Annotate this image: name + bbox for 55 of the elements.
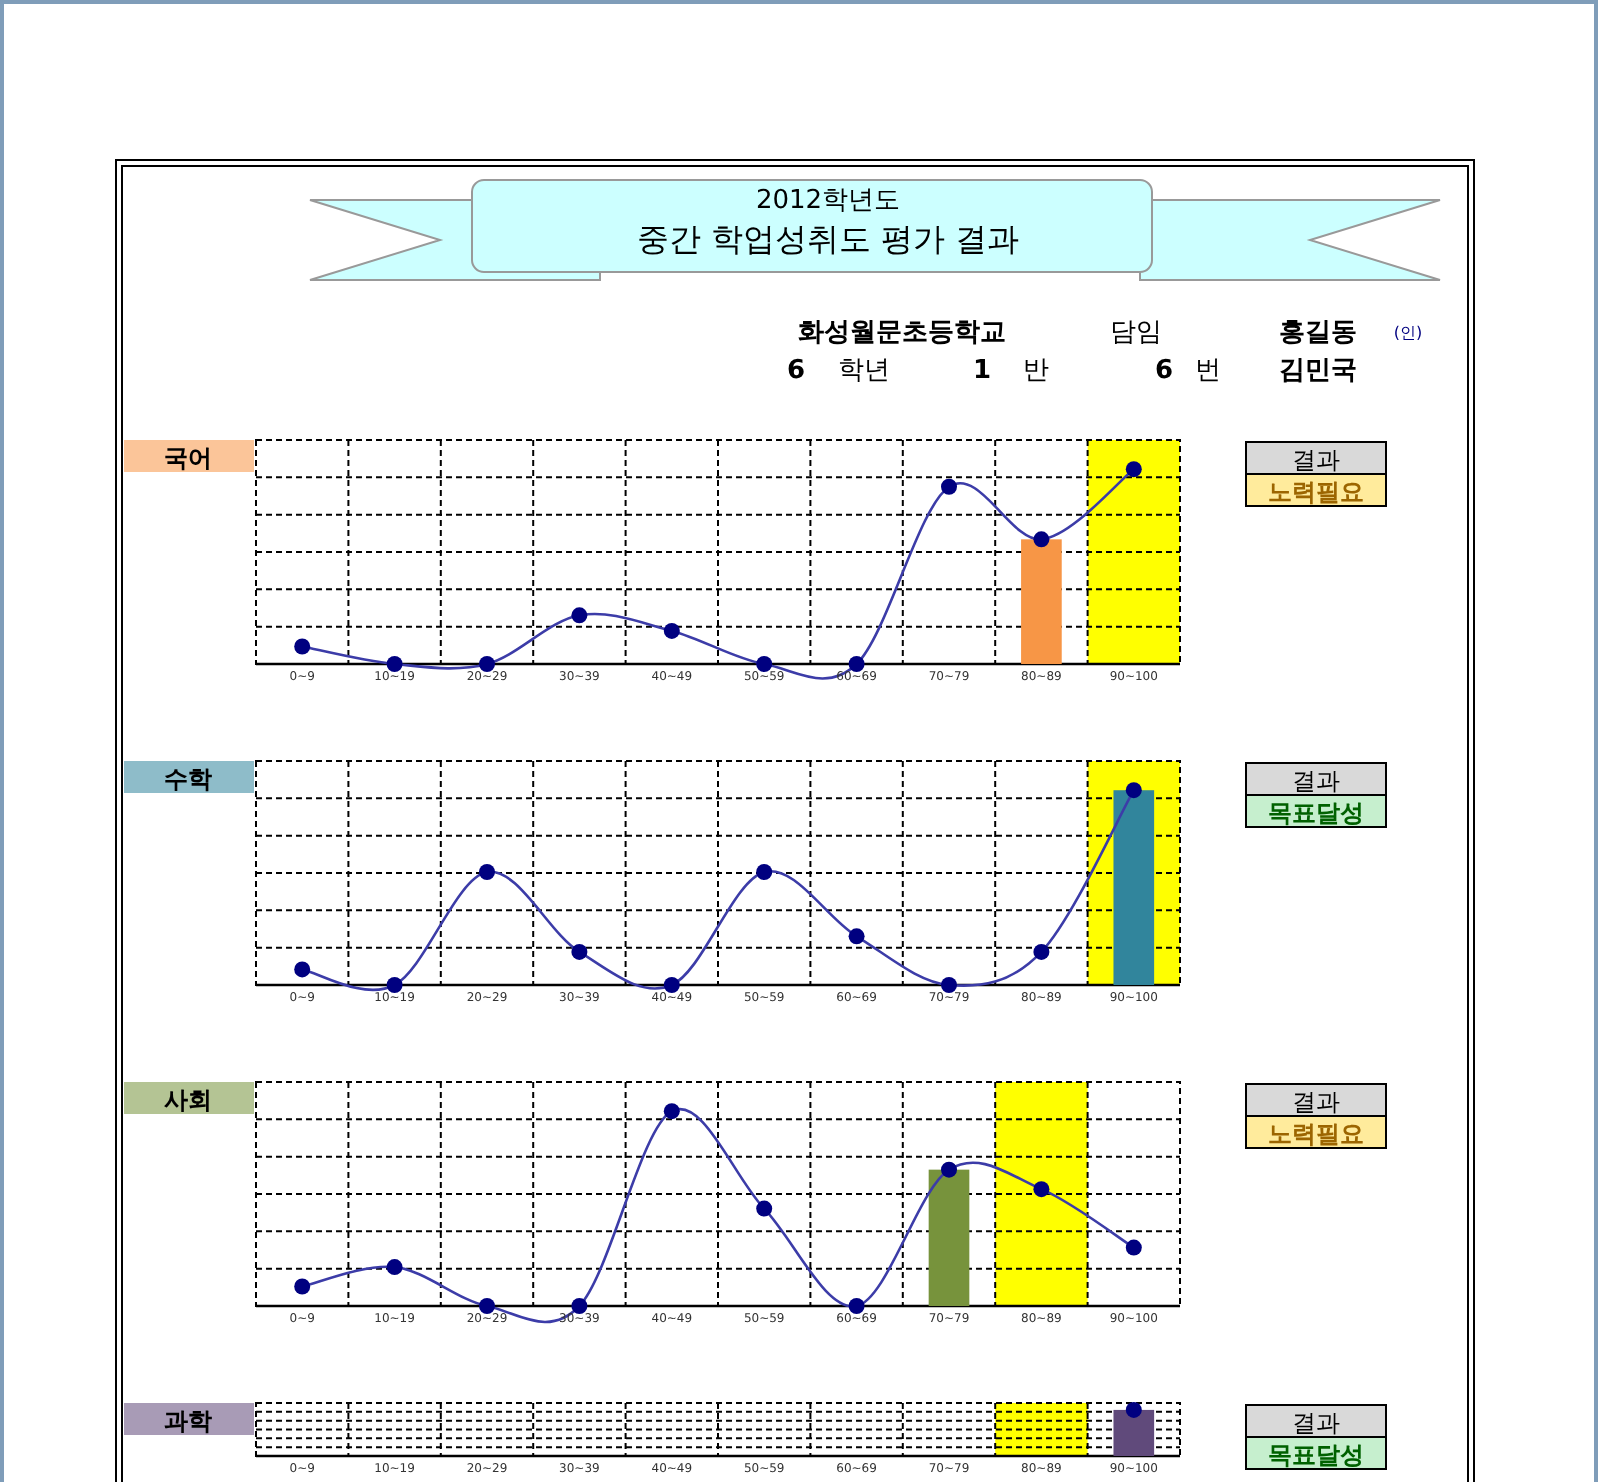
text: 노력필요 <box>1268 478 1364 506</box>
text: 결과 <box>1292 1409 1340 1437</box>
text: 담임 <box>1110 318 1162 348</box>
point <box>294 961 311 978</box>
text: 결과 <box>1292 767 1340 795</box>
text: 6 <box>1154 356 1174 386</box>
text: 1 <box>972 356 992 386</box>
chart-title: 수학 <box>164 765 212 793</box>
point <box>848 1298 865 1314</box>
point <box>571 943 588 960</box>
point <box>663 977 680 993</box>
point <box>479 864 495 881</box>
text: 김민국 <box>1279 356 1357 386</box>
point <box>479 656 495 672</box>
chart-title: 사회 <box>164 1086 212 1114</box>
point <box>1125 782 1142 799</box>
text: 6 <box>786 356 806 386</box>
point <box>294 638 311 655</box>
point <box>663 622 680 639</box>
text: (인) <box>1393 324 1423 342</box>
point <box>756 656 773 672</box>
point <box>848 656 865 672</box>
text: 2012학년도 <box>755 186 901 216</box>
point <box>1033 943 1050 960</box>
point <box>1125 461 1142 478</box>
point <box>479 1298 495 1314</box>
text: 목표달성 <box>1268 1441 1364 1469</box>
text: 학년 <box>838 356 890 386</box>
text: 결과 <box>1292 446 1340 474</box>
text: 번 <box>1195 356 1221 386</box>
point <box>571 1298 588 1314</box>
point <box>1033 531 1050 548</box>
point <box>1033 1181 1050 1198</box>
text: 목표달성 <box>1268 799 1364 827</box>
point <box>756 864 773 881</box>
point <box>848 928 865 945</box>
text: 중간 학업성취도 평가 결과 <box>636 220 1020 258</box>
point <box>941 478 957 495</box>
point <box>941 1161 957 1178</box>
text: 노력필요 <box>1268 1120 1364 1148</box>
point <box>941 977 957 993</box>
point <box>663 1103 680 1120</box>
chart-title: 국어 <box>164 444 212 472</box>
point <box>294 1278 311 1295</box>
point <box>571 607 588 624</box>
chart-title: 과학 <box>164 1407 212 1435</box>
text: 반 <box>1023 356 1049 386</box>
point <box>386 1259 403 1276</box>
text: 홍길동 <box>1279 318 1357 348</box>
point <box>386 977 403 993</box>
point <box>1125 1239 1142 1256</box>
text: 화성월문초등학교 <box>798 318 1006 348</box>
text: 결과 <box>1292 1088 1340 1116</box>
point <box>756 1200 773 1217</box>
point <box>386 656 403 672</box>
